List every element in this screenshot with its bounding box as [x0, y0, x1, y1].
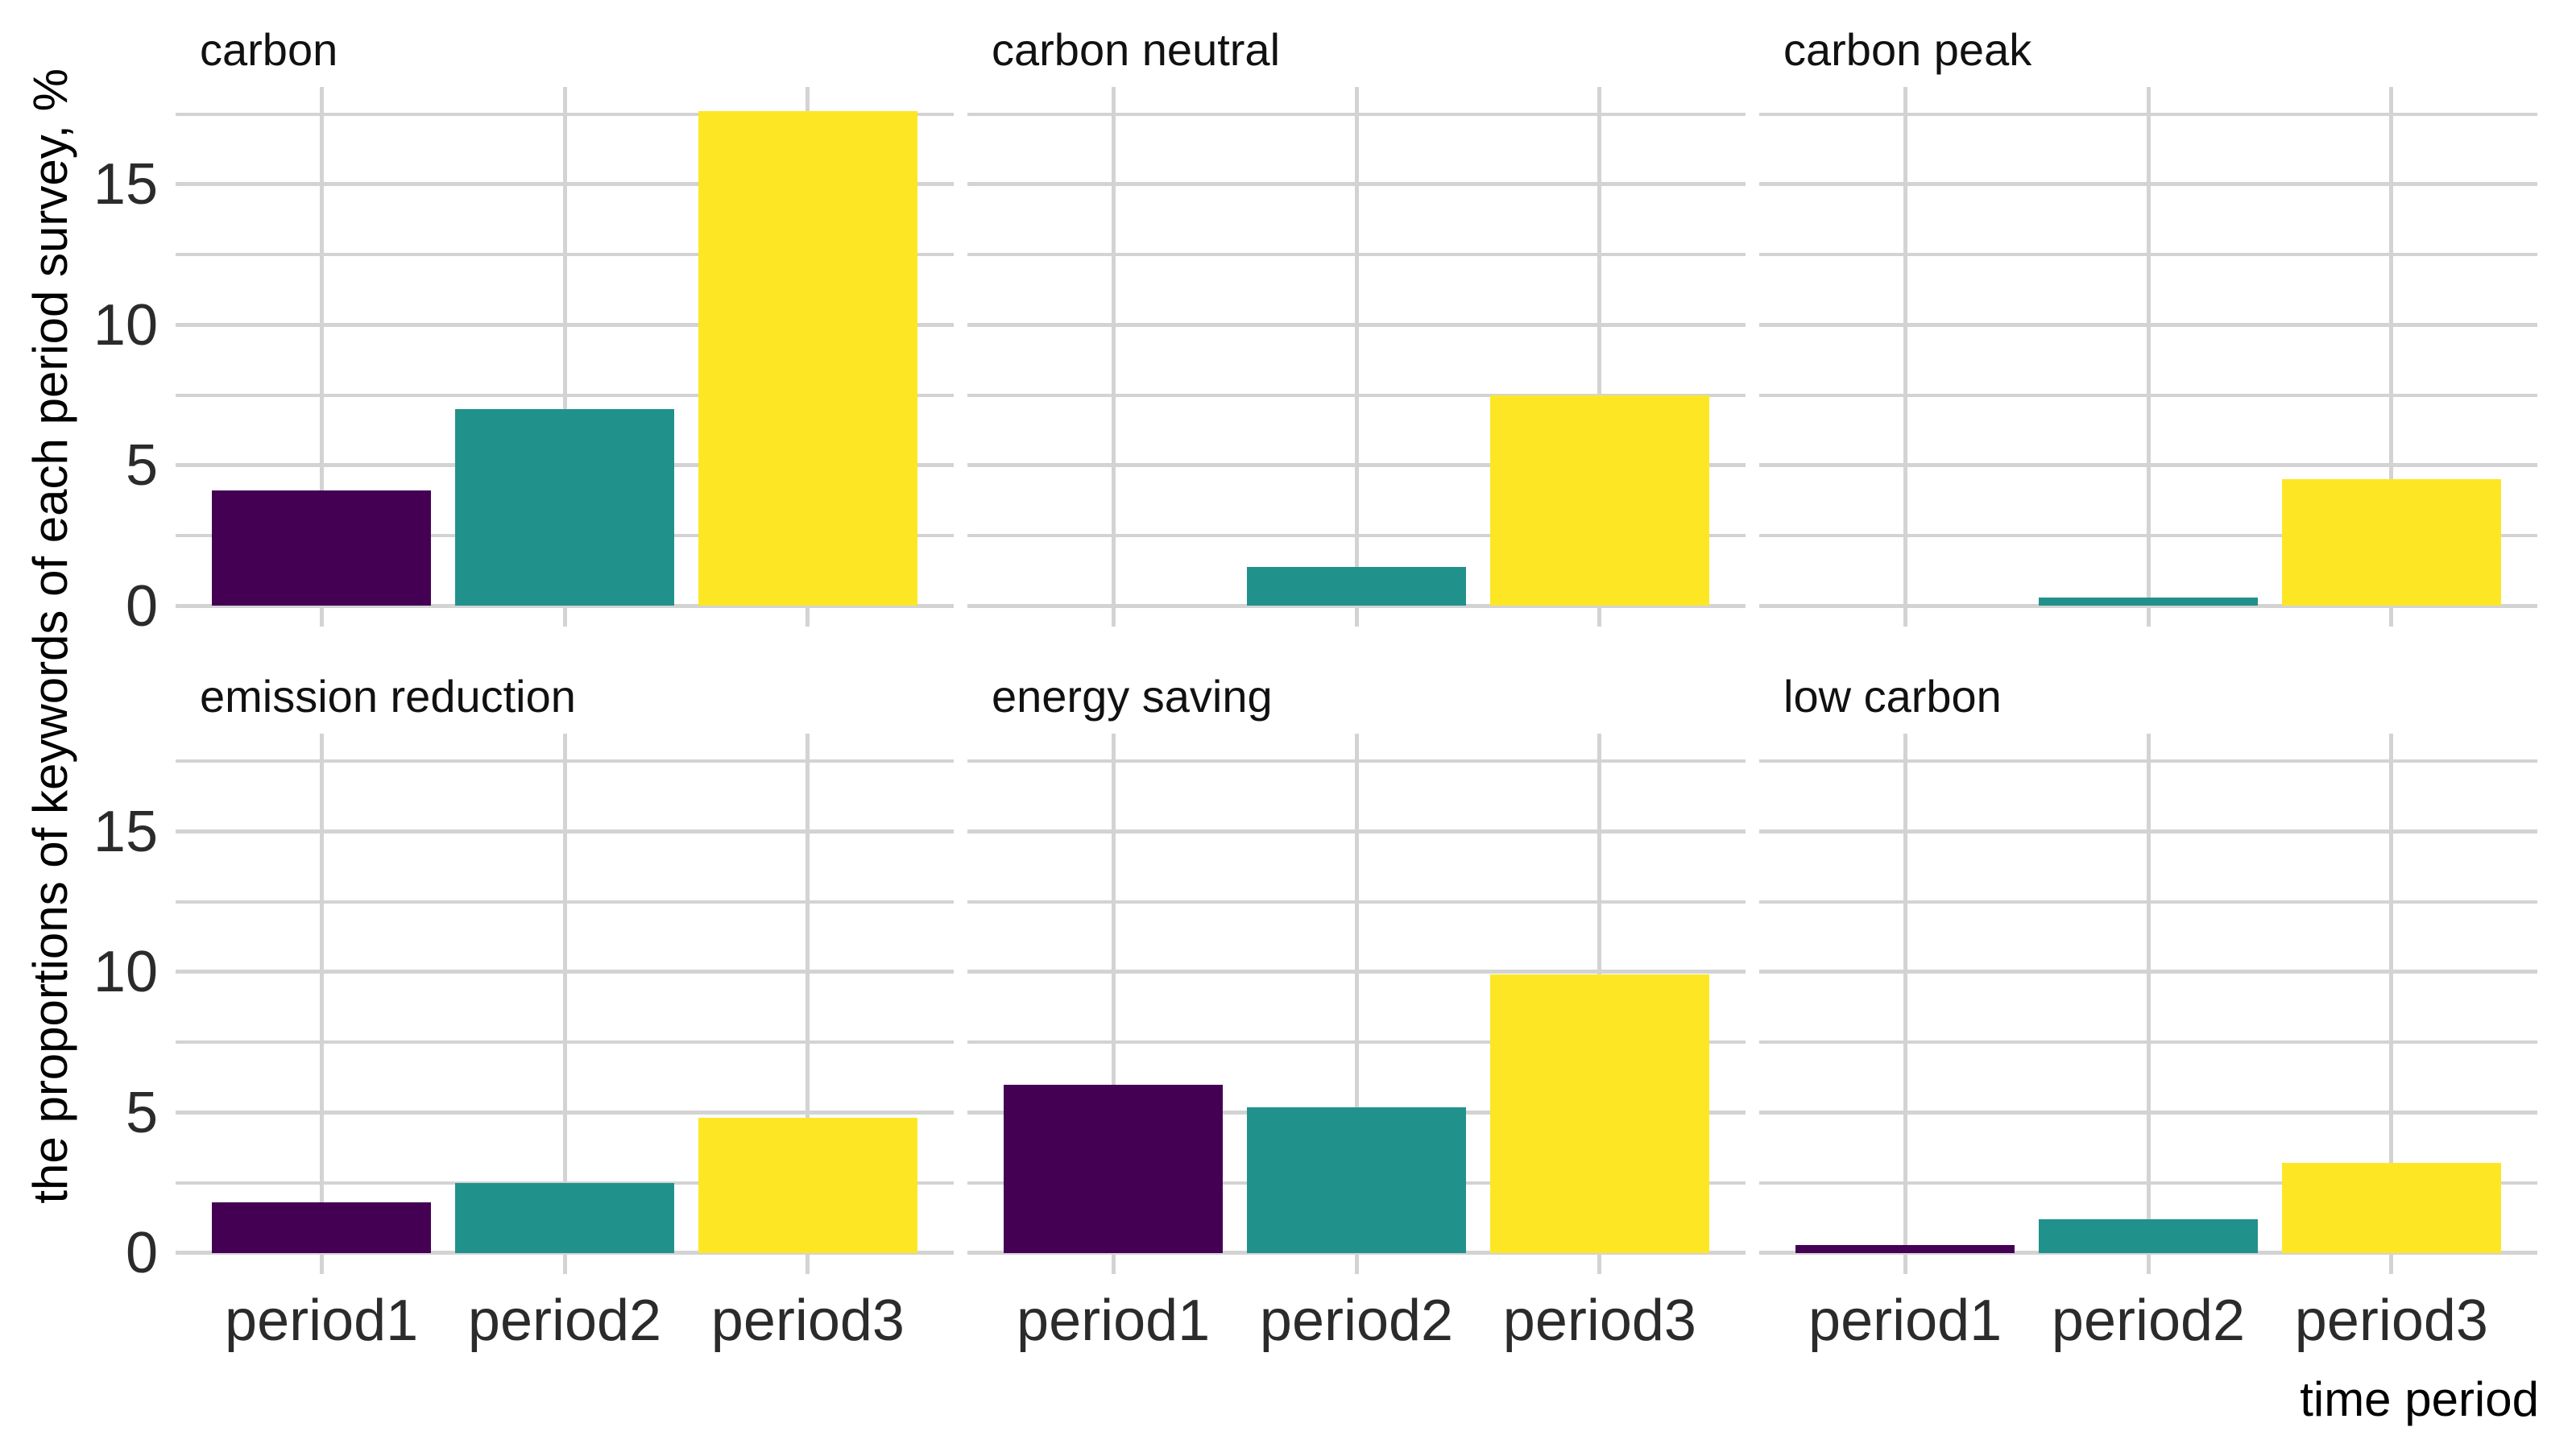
y-tick-label: 5	[125, 433, 158, 498]
facet-title: carbon neutral	[992, 23, 1281, 75]
v-gridline	[319, 734, 324, 1274]
x-axis-title: time period	[2300, 1372, 2539, 1426]
x-tick-label: period3	[2294, 1289, 2488, 1353]
y-tick-label: 0	[125, 573, 158, 639]
bar-period3	[1490, 974, 1709, 1253]
bar-period1	[1795, 1244, 2015, 1253]
facet-panel-carbon-neutral	[967, 86, 1746, 627]
x-tick-label: period3	[1502, 1289, 1696, 1353]
v-gridline	[1597, 86, 1602, 627]
bar-period1	[212, 1202, 431, 1253]
bar-period2	[2039, 1219, 2258, 1253]
y-tick-label: 10	[93, 292, 158, 358]
v-gridline	[1354, 86, 1359, 627]
v-gridline	[1111, 734, 1116, 1274]
x-tick-label: period2	[1259, 1289, 1454, 1353]
y-tick-label: 0	[125, 1221, 158, 1285]
facet-title: carbon	[200, 23, 338, 75]
v-gridline	[2146, 734, 2151, 1274]
bar-period3	[698, 1118, 917, 1253]
v-gridline	[2389, 734, 2394, 1274]
v-gridline	[1354, 734, 1359, 1274]
v-gridline	[562, 734, 567, 1274]
facet-title: energy saving	[992, 671, 1273, 722]
x-tick-label: period2	[467, 1289, 662, 1353]
v-gridline	[806, 734, 810, 1274]
bar-period2	[1247, 566, 1466, 606]
v-gridline	[319, 86, 324, 627]
x-tick-label: period1	[225, 1289, 419, 1353]
y-tick-label: 5	[125, 1080, 158, 1145]
bar-period1	[1004, 1084, 1223, 1253]
bar-period3	[2282, 1163, 2501, 1253]
y-tick-label: 10	[93, 940, 158, 1004]
bar-period2	[455, 1182, 674, 1253]
facet-title: emission reduction	[200, 671, 576, 722]
facet-title: low carbon	[1783, 671, 2002, 722]
v-gridline	[2389, 86, 2394, 627]
facet-panel-low-carbon	[1759, 734, 2537, 1274]
v-gridline	[1903, 86, 1907, 627]
facet-title: carbon peak	[1783, 23, 2032, 75]
x-tick-label: period1	[1808, 1289, 2002, 1353]
v-gridline	[562, 86, 567, 627]
y-tick-label: 15	[93, 799, 158, 864]
facet-panel-energy-saving	[967, 734, 1746, 1274]
bar-period1	[212, 490, 431, 606]
facet-panel-carbon	[176, 86, 954, 627]
facet-panel-carbon-peak	[1759, 86, 2537, 627]
bar-period3	[2282, 479, 2501, 606]
v-gridline	[1903, 734, 1907, 1274]
x-tick-label: period1	[1017, 1289, 1211, 1353]
v-gridline	[1111, 86, 1116, 627]
bar-period2	[2039, 598, 2258, 606]
bar-period2	[455, 409, 674, 606]
v-gridline	[2146, 86, 2151, 627]
bar-period2	[1247, 1107, 1466, 1253]
y-tick-label: 15	[93, 152, 158, 217]
x-tick-label: period3	[710, 1289, 905, 1353]
facet-panel-emission-reduction	[176, 734, 954, 1274]
bar-period3	[698, 111, 917, 606]
x-tick-label: period2	[2051, 1289, 2246, 1353]
bar-period3	[1490, 395, 1709, 606]
